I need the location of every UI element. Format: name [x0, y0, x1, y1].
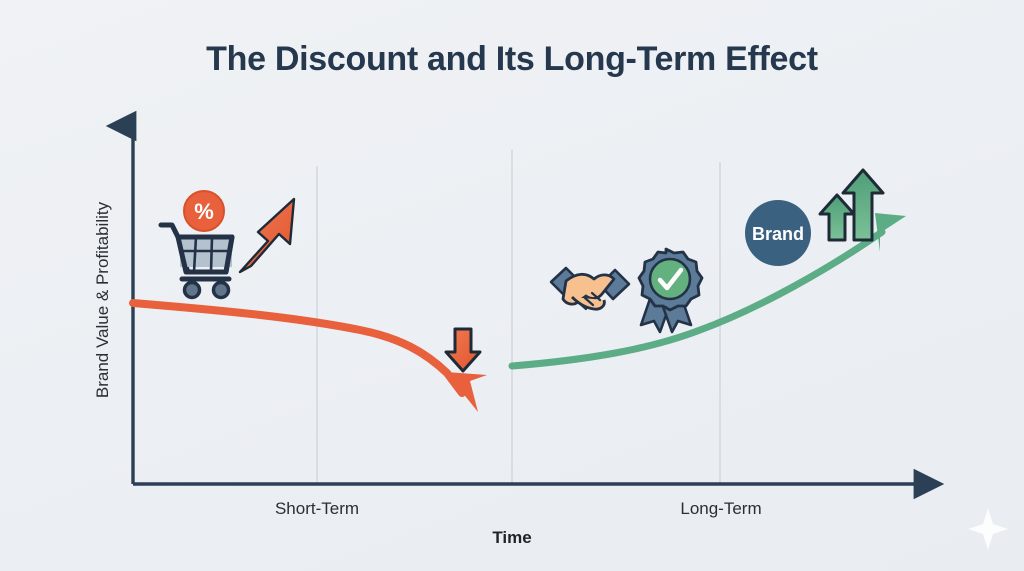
- decline-series-line: [129, 299, 487, 412]
- red-down-arrow-icon: [444, 327, 482, 373]
- x-tick-long-term: Long-Term: [680, 499, 761, 518]
- sparkle-icon: [968, 508, 1008, 550]
- percent-badge-label: %: [194, 199, 214, 224]
- x-axis-label: Time: [492, 528, 531, 547]
- percent-badge-icon: %: [183, 190, 225, 232]
- green-up-arrow-tall-icon: [841, 168, 885, 242]
- y-axis-label: Brand Value & Profitability: [93, 201, 112, 398]
- handshake-icon: [549, 266, 631, 311]
- shopping-cart-icon: [158, 222, 235, 300]
- orange-up-arrow-icon: [238, 197, 296, 274]
- green-up-arrow-short-icon: [818, 193, 856, 242]
- brand-circle-icon: Brand: [745, 200, 811, 266]
- x-tick-short-term: Short-Term: [275, 499, 359, 518]
- page-title: The Discount and Its Long-Term Effect: [206, 40, 818, 78]
- brand-circle-label: Brand: [752, 224, 804, 244]
- growth-series-line: [508, 213, 906, 370]
- axis-lines: [105, 110, 945, 500]
- quality-seal-check-icon: [637, 247, 704, 334]
